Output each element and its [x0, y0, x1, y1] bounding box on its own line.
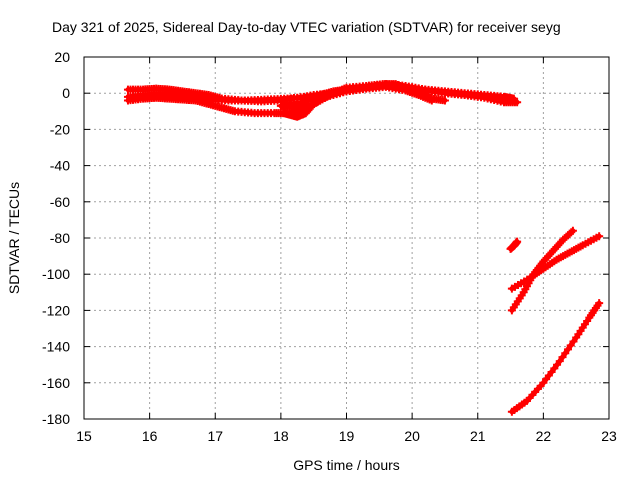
data-point	[595, 299, 604, 308]
y-tick-label: 0	[62, 85, 70, 101]
y-tick-label: -20	[50, 121, 70, 137]
series-arc-h	[507, 226, 577, 315]
grid-lines	[84, 57, 609, 419]
x-tick-label: 18	[273, 428, 289, 444]
data-point	[568, 226, 577, 235]
x-tick-label: 22	[536, 428, 552, 444]
data-points	[123, 80, 604, 416]
series-arc-e	[280, 82, 436, 121]
y-tick-label: -40	[50, 158, 70, 174]
axis-ticks: 15 16 17 18 19 20 21 22 23 20 0 -20 -40 -60 -80 -100 -12…	[42, 49, 617, 444]
series-arc-g	[507, 232, 604, 293]
series-trace	[509, 300, 602, 415]
y-axis-label: SDTVAR / TECUs	[6, 182, 22, 294]
data-point	[513, 98, 522, 107]
y-tick-label: -140	[42, 339, 70, 355]
data-point	[595, 232, 604, 241]
series-arc-f	[506, 237, 522, 253]
y-tick-label: -160	[42, 375, 70, 391]
data-point	[567, 228, 576, 237]
chart-title: Day 321 of 2025, Sidereal Day-to-day VTE…	[52, 19, 561, 35]
x-tick-label: 15	[76, 428, 92, 444]
x-axis-label: GPS time / hours	[293, 457, 400, 473]
y-tick-label: 20	[54, 49, 70, 65]
data-point	[440, 96, 449, 105]
data-point	[427, 96, 436, 105]
y-tick-label: -100	[42, 266, 70, 282]
x-tick-label: 19	[339, 428, 355, 444]
x-tick-label: 20	[404, 428, 420, 444]
x-tick-label: 17	[207, 428, 223, 444]
y-tick-label: -120	[42, 302, 70, 318]
x-tick-label: 16	[142, 428, 158, 444]
data-point	[513, 237, 522, 246]
x-tick-label: 23	[601, 428, 617, 444]
series-arc-i	[507, 299, 604, 416]
x-tick-label: 21	[470, 428, 486, 444]
y-tick-label: -80	[50, 230, 70, 246]
y-tick-label: -60	[50, 194, 70, 210]
y-tick-label: -180	[42, 411, 70, 427]
